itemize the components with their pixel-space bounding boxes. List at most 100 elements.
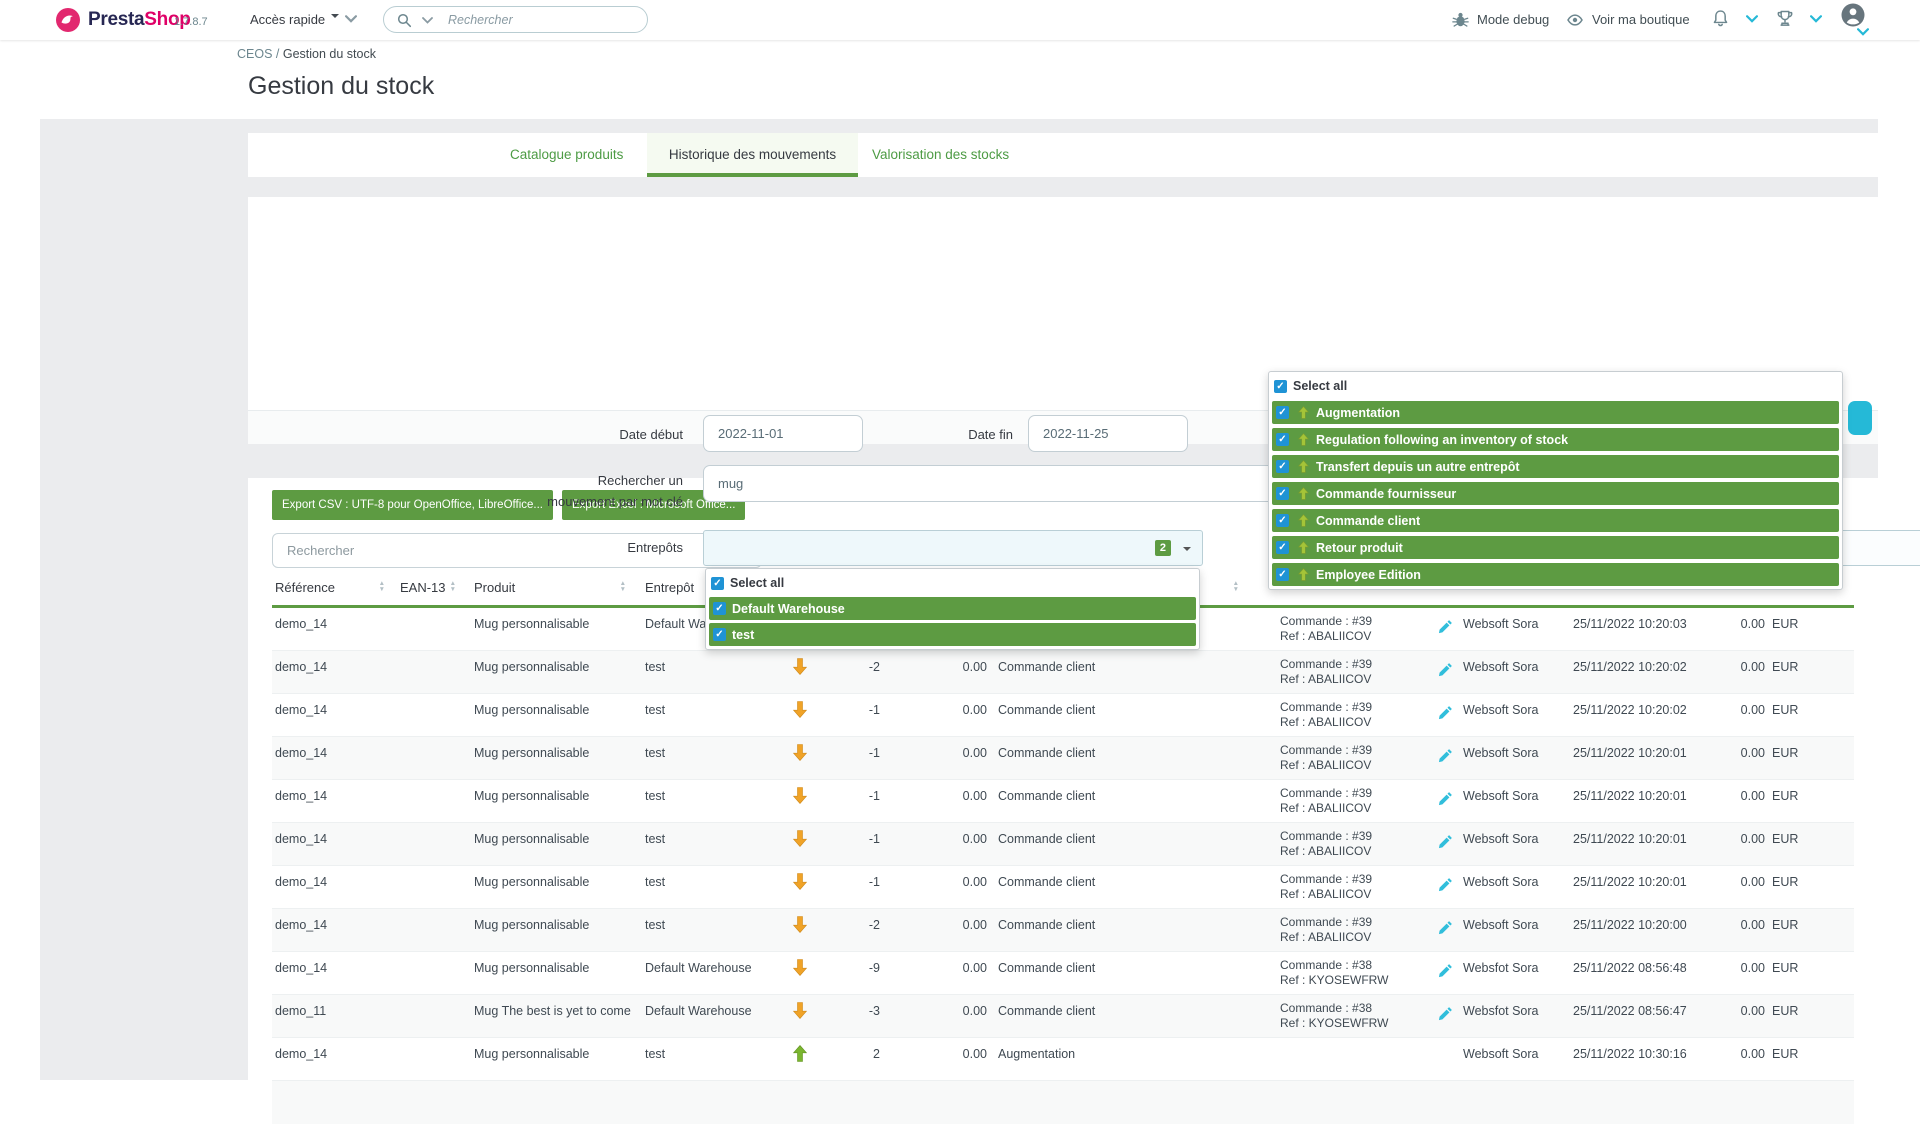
movements-dropdown: ✓ Select all ✓ Augmentation ✓ Regulation… — [1268, 371, 1843, 590]
view-shop-label[interactable]: Voir ma boutique — [1592, 12, 1690, 27]
sort-icon[interactable]: ▲▼ — [450, 581, 456, 593]
cell-movement-type: Commande client — [998, 746, 1168, 761]
movement-option-label: Commande fournisseur — [1316, 487, 1456, 501]
bug-icon[interactable] — [1452, 11, 1469, 28]
cell-detail: Commande : #39 Ref : ABALIICOV — [1280, 614, 1440, 644]
sort-icon[interactable]: ▲▼ — [620, 581, 626, 593]
column-header-reference[interactable]: Référence▲▼ — [275, 580, 385, 595]
detail-order: Commande : #39 — [1280, 829, 1440, 844]
edit-icon[interactable] — [1438, 1006, 1458, 1021]
submit-filter-button[interactable] — [1848, 401, 1872, 435]
cell-employee: Websoft Sora — [1463, 617, 1568, 632]
breadcrumb-parent[interactable]: CEOS — [237, 47, 272, 61]
page-title: Gestion du stock — [248, 72, 434, 101]
checkbox-checked-icon[interactable]: ✓ — [1276, 568, 1289, 581]
checkbox-checked-icon[interactable]: ✓ — [1274, 380, 1287, 393]
checkbox-checked-icon[interactable]: ✓ — [1276, 487, 1289, 500]
checkbox-checked-icon[interactable]: ✓ — [713, 628, 726, 641]
trophy-icon[interactable] — [1776, 9, 1794, 28]
table-row[interactable]: demo_14 Mug personnalisable test 2 0.00 … — [272, 1038, 1854, 1081]
tab-historique-des-mouvements[interactable]: Historique des mouvements — [647, 133, 858, 177]
quick-access-menu[interactable]: Accès rapide — [250, 12, 339, 27]
column-header-ean13[interactable]: EAN-13▲▼ — [400, 580, 456, 595]
edit-icon[interactable] — [1438, 920, 1458, 935]
chevron-down-icon[interactable] — [1810, 15, 1822, 23]
chevron-down-icon[interactable] — [422, 17, 433, 24]
table-row[interactable]: demo_14 Mug personnalisable test -2 0.00… — [272, 909, 1854, 952]
eye-icon[interactable] — [1566, 12, 1584, 28]
tab-valorisation-des-stocks[interactable]: Valorisation des stocks — [872, 133, 1009, 177]
warehouses-multiselect[interactable]: 2 — [703, 530, 1203, 566]
sort-icon[interactable]: ▲▼ — [1233, 581, 1239, 593]
movement-option[interactable]: ✓ Transfert depuis un autre entrepôt — [1272, 455, 1839, 478]
date-end-input[interactable] — [1028, 415, 1188, 452]
movement-option[interactable]: ✓ Employee Edition — [1272, 563, 1839, 586]
user-avatar[interactable] — [1840, 2, 1866, 28]
edit-icon[interactable] — [1438, 834, 1458, 849]
checkbox-checked-icon[interactable]: ✓ — [711, 577, 724, 590]
checkbox-checked-icon[interactable]: ✓ — [1276, 541, 1289, 554]
chevron-down-icon[interactable] — [1857, 28, 1869, 36]
edit-icon[interactable] — [1438, 791, 1458, 806]
movements-select-all[interactable]: ✓ Select all — [1272, 375, 1839, 397]
date-start-input[interactable] — [703, 415, 863, 452]
edit-icon[interactable] — [1438, 748, 1458, 763]
search-icon — [397, 13, 412, 28]
checkbox-checked-icon[interactable]: ✓ — [1276, 406, 1289, 419]
cell-movement-type: Commande client — [998, 703, 1168, 718]
stock-direction-icon — [772, 830, 828, 847]
table-row[interactable]: demo_14 Mug personnalisable test -2 0.00… — [272, 651, 1854, 694]
checkbox-checked-icon[interactable]: ✓ — [1276, 514, 1289, 527]
movement-option[interactable]: ✓ Commande client — [1272, 509, 1839, 532]
checkbox-checked-icon[interactable]: ✓ — [1276, 433, 1289, 446]
table-row[interactable]: demo_14 Mug personnalisable Default Ware… — [272, 952, 1854, 995]
checkbox-checked-icon[interactable]: ✓ — [713, 602, 726, 615]
movement-option[interactable]: ✓ Retour produit — [1272, 536, 1839, 559]
prestashop-logo-icon[interactable] — [55, 7, 81, 33]
detail-reference: Ref : KYOSEWFRW — [1280, 973, 1440, 988]
tab-catalogue-produits[interactable]: Catalogue produits — [510, 133, 623, 177]
movement-option[interactable]: ✓ Commande fournisseur — [1272, 482, 1839, 505]
edit-icon[interactable] — [1438, 963, 1458, 978]
table-row[interactable]: demo_14 Mug personnalisable test -1 0.00… — [272, 780, 1854, 823]
edit-icon[interactable] — [1438, 705, 1458, 720]
checkbox-checked-icon[interactable]: ✓ — [1276, 460, 1289, 473]
cell-purchase-price: 0.00 — [900, 832, 987, 847]
stock-direction-icon — [772, 959, 828, 976]
sort-icon[interactable]: ▲▼ — [379, 581, 385, 593]
warehouse-option[interactable]: ✓ test — [709, 623, 1196, 646]
cell-warehouse: test — [645, 832, 770, 847]
table-row[interactable]: demo_14 Mug personnalisable test -1 0.00… — [272, 694, 1854, 737]
table-row[interactable]: demo_14 Mug personnalisable test -1 0.00… — [272, 823, 1854, 866]
edit-icon[interactable] — [1438, 662, 1458, 677]
cell-currency: EUR — [1772, 617, 1812, 632]
cell-detail: Commande : #38 Ref : KYOSEWFRW — [1280, 1001, 1440, 1031]
cell-reference: demo_14 — [275, 746, 397, 761]
cell-detail: Commande : #38 Ref : KYOSEWFRW — [1280, 958, 1440, 988]
edit-icon[interactable] — [1438, 619, 1458, 634]
table-row[interactable]: demo_11 Mug The best is yet to come Defa… — [272, 995, 1854, 1038]
cell-movement-type: Commande client — [998, 961, 1168, 976]
cell-quantity: -3 — [830, 1004, 880, 1019]
movement-option[interactable]: ✓ Augmentation — [1272, 401, 1839, 424]
edit-icon[interactable] — [1438, 877, 1458, 892]
debug-mode-label[interactable]: Mode debug — [1477, 12, 1549, 27]
warehouses-select-all[interactable]: ✓ Select all — [709, 572, 1196, 594]
table-row[interactable]: demo_14 Mug personnalisable test -1 0.00… — [272, 737, 1854, 780]
cell-reference: demo_11 — [275, 1004, 397, 1019]
movement-option[interactable]: ✓ Regulation following an inventory of s… — [1272, 428, 1839, 451]
warehouse-option[interactable]: ✓ Default Warehouse — [709, 597, 1196, 620]
cell-warehouse: test — [645, 918, 770, 933]
cell-product: Mug personnalisable — [474, 789, 642, 804]
keyword-input[interactable] — [703, 465, 1303, 502]
table-row[interactable]: demo_14 Mug personnalisable test -1 0.00… — [272, 866, 1854, 909]
next-row-partial — [272, 1081, 1854, 1124]
bell-icon[interactable] — [1712, 9, 1729, 28]
global-search[interactable]: Rechercher — [383, 6, 648, 33]
cell-currency: EUR — [1772, 660, 1812, 675]
cell-total-price: 0.00 — [1680, 832, 1765, 847]
column-header-produit[interactable]: Produit▲▼ — [474, 580, 626, 595]
detail-reference: Ref : ABALIICOV — [1280, 844, 1440, 859]
chevron-down-icon[interactable] — [1746, 15, 1758, 23]
chevron-down-icon[interactable] — [345, 15, 357, 23]
